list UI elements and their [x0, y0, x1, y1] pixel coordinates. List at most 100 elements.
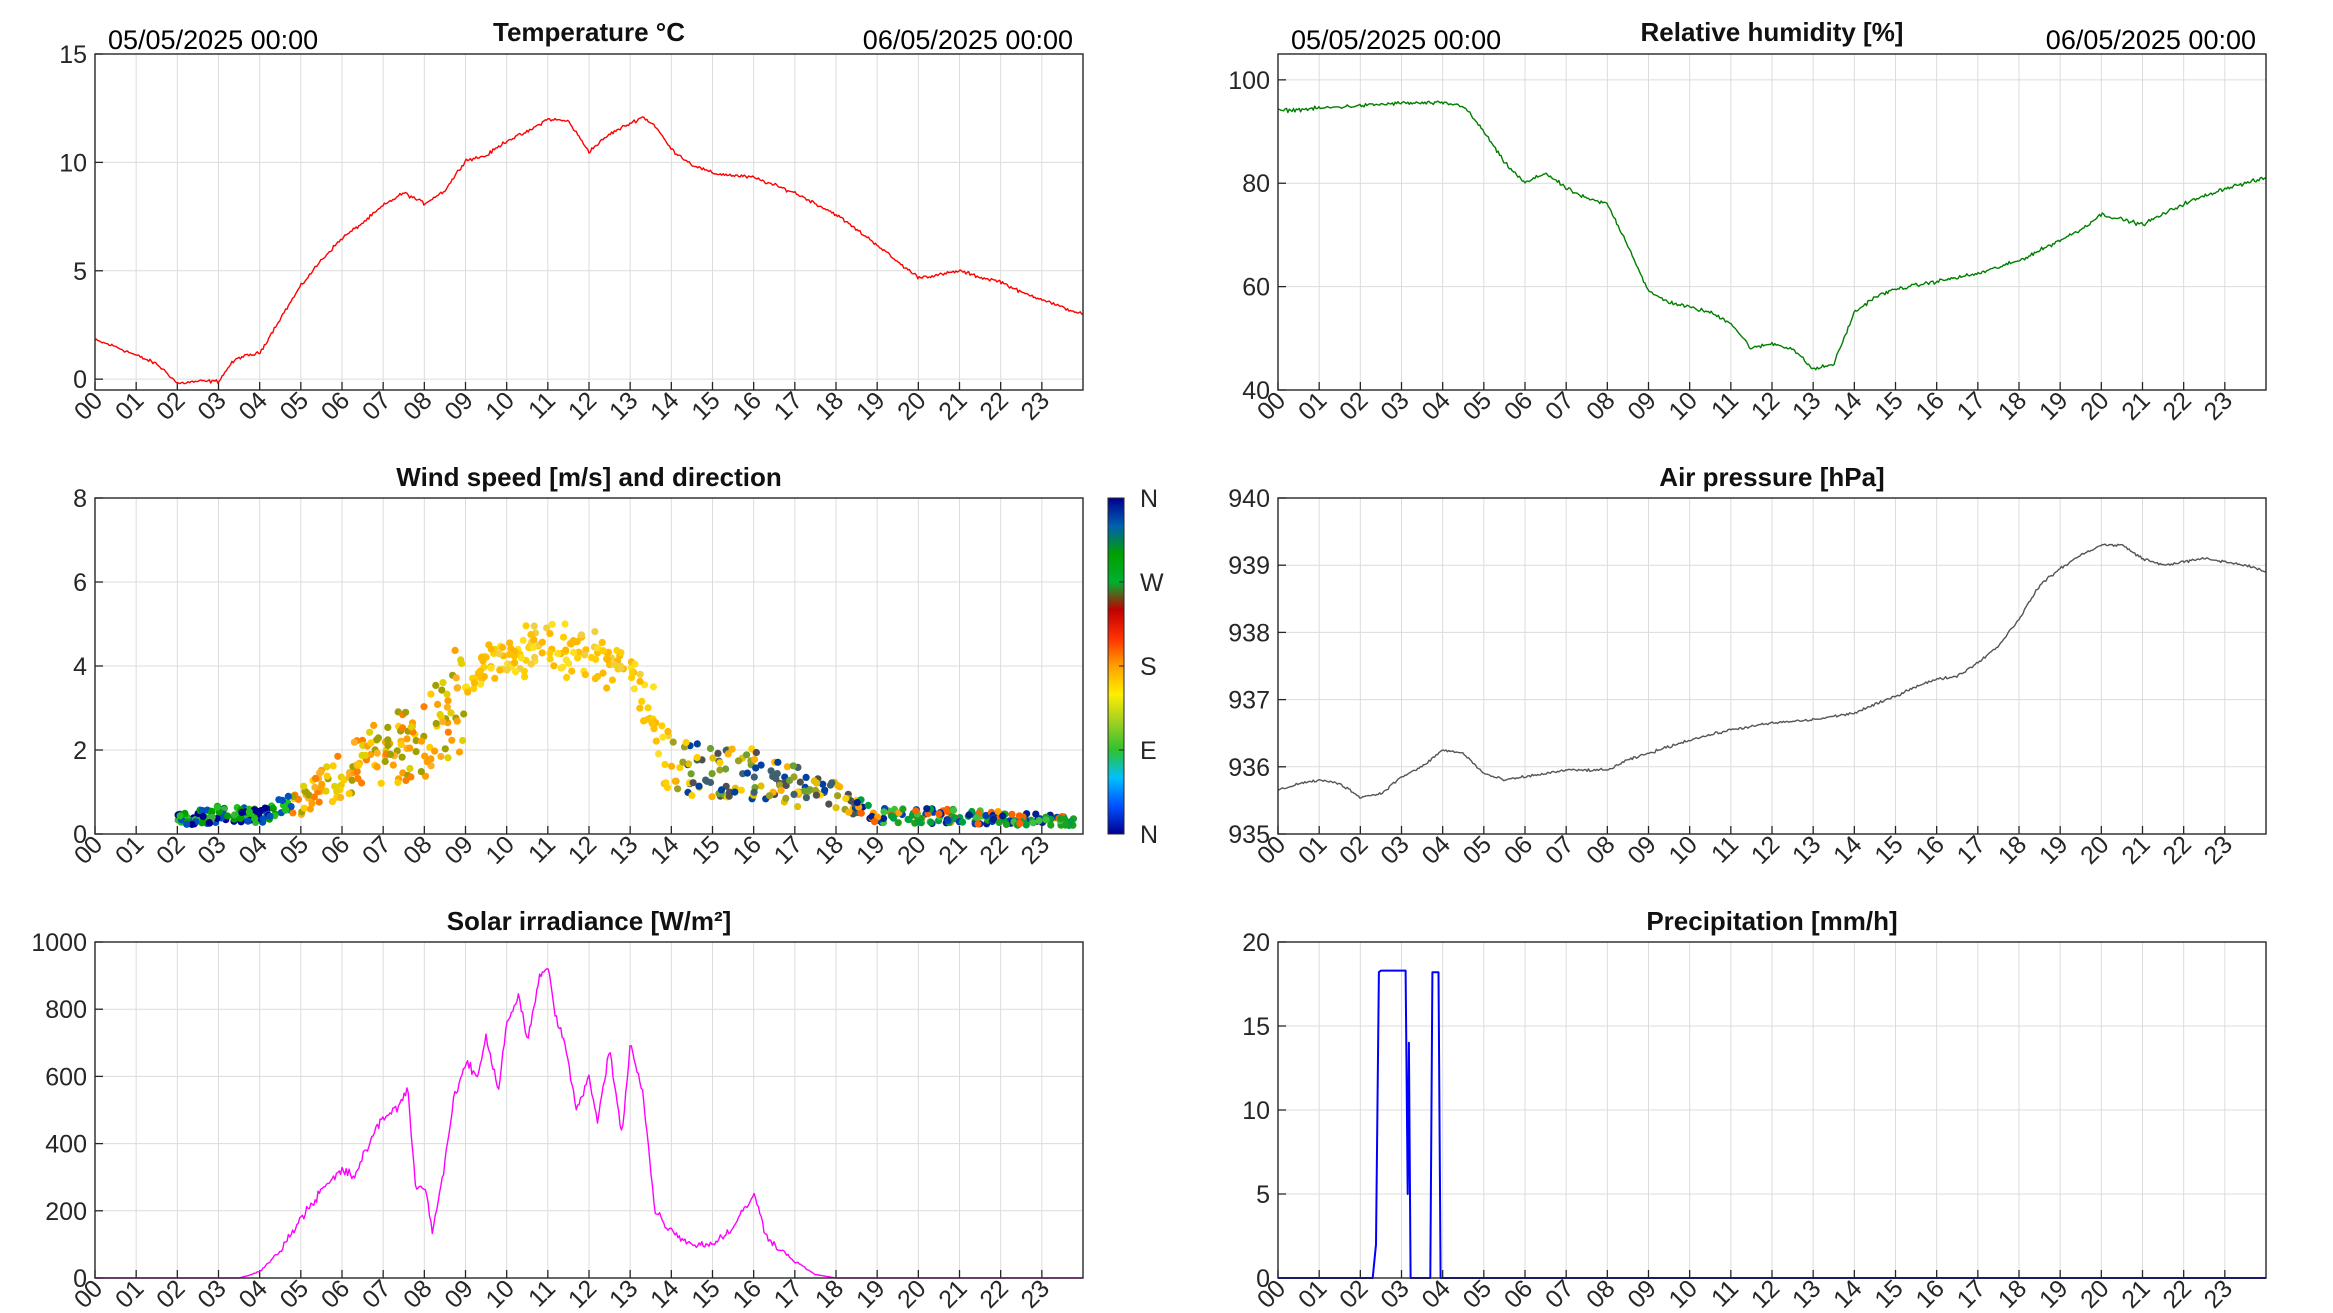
- wind-point: [652, 737, 660, 745]
- wind-point: [994, 808, 1002, 816]
- precip-axes-box: [1277, 941, 2267, 1279]
- wind-point: [477, 654, 486, 662]
- solar-xtick-label: 22: [974, 1274, 1013, 1313]
- wind-xtick-label: 16: [727, 830, 766, 869]
- wind-point: [603, 684, 611, 692]
- pressure-xtick-label: 10: [1663, 830, 1702, 869]
- precip-xtick-label: 23: [2199, 1274, 2238, 1313]
- wind-point: [708, 793, 716, 801]
- wind-point: [722, 765, 730, 773]
- wind-point: [444, 697, 452, 705]
- wind-ytick-label: 2: [73, 737, 87, 765]
- wind-point: [806, 786, 814, 794]
- wind-point: [870, 818, 879, 826]
- solar-xtick-label: 01: [110, 1274, 149, 1313]
- wind-point: [668, 762, 676, 770]
- wind-point: [725, 792, 733, 800]
- wind-point: [899, 805, 907, 813]
- precip-xtick-label: 01: [1293, 1274, 1332, 1313]
- wind-point: [451, 646, 459, 655]
- wind-point: [864, 801, 872, 810]
- pressure-xtick-label: 16: [1910, 830, 1949, 869]
- wind-point: [282, 806, 290, 814]
- wind-point: [421, 772, 430, 780]
- wind-point: [708, 770, 716, 778]
- pressure-xtick-label: 05: [1458, 830, 1497, 869]
- wind-point: [447, 709, 455, 717]
- wind-point: [592, 655, 600, 663]
- wind-point: [464, 688, 472, 696]
- wind-point: [1047, 821, 1055, 829]
- solar-ytick-label: 0: [73, 1265, 87, 1293]
- wind-point: [444, 754, 452, 762]
- wind-point: [752, 748, 761, 757]
- wind-point: [561, 620, 569, 628]
- wind-xtick-label: 03: [192, 830, 231, 869]
- wind-point: [315, 798, 323, 806]
- wind-point: [245, 808, 253, 816]
- solar-ytick-label: 800: [45, 996, 87, 1024]
- wind-point: [636, 677, 644, 686]
- humidity-xtick-label: 02: [1334, 386, 1373, 425]
- wind-point: [455, 748, 464, 756]
- wind-point: [476, 667, 484, 675]
- wind-point: [407, 723, 415, 731]
- wind-point: [323, 763, 331, 771]
- solar-xtick-label: 13: [604, 1274, 643, 1313]
- wind-point: [457, 656, 465, 664]
- wind-point: [495, 650, 503, 658]
- wind-point: [487, 645, 495, 653]
- wind-point: [671, 777, 679, 785]
- wind-point: [236, 814, 245, 823]
- wind-point: [439, 718, 447, 726]
- humidity-ytick-label: 40: [1242, 377, 1270, 405]
- temperature-xtick-label: 11: [523, 386, 561, 424]
- wind-point: [591, 628, 599, 636]
- precip-xtick-label: 10: [1663, 1274, 1702, 1313]
- wind-point: [802, 794, 811, 802]
- wind-point: [972, 813, 981, 822]
- wind-point: [480, 673, 488, 681]
- wind-xtick-label: 06: [316, 830, 355, 869]
- wind-point: [317, 784, 325, 792]
- wind-point: [648, 720, 656, 728]
- temperature-date-start: 05/05/2025 00:00: [108, 25, 318, 55]
- wind-point: [703, 777, 711, 785]
- wind-point: [438, 686, 446, 694]
- precip-ytick-label: 0: [1256, 1265, 1270, 1293]
- temperature-xtick-label: 08: [398, 386, 437, 425]
- pressure-axes-box: [1277, 497, 2267, 835]
- wind-point: [531, 653, 539, 662]
- temperature-xtick-label: 14: [645, 386, 685, 426]
- wind-point: [821, 786, 829, 794]
- wind-xtick-label: 12: [563, 830, 602, 869]
- wind-point: [1029, 819, 1037, 827]
- wind-point: [452, 674, 460, 682]
- wind-point: [819, 780, 827, 788]
- wind-point: [373, 749, 381, 757]
- solar-xtick-label: 15: [686, 1274, 725, 1313]
- solar-ytick-label: 200: [45, 1198, 87, 1226]
- wind-point: [323, 772, 331, 780]
- wind-point: [412, 748, 420, 756]
- wind-point: [470, 679, 479, 687]
- humidity-ytick-label: 60: [1242, 274, 1270, 302]
- wind-point: [353, 768, 361, 776]
- solar-xtick-label: 04: [233, 1274, 273, 1313]
- wind-point: [594, 672, 602, 681]
- humidity-xtick-label: 10: [1663, 386, 1702, 425]
- wind-xtick-label: 20: [892, 830, 931, 869]
- wind-point: [669, 738, 677, 746]
- wind-point: [306, 805, 314, 813]
- wind-point: [224, 812, 232, 820]
- temperature-xtick-label: 19: [851, 386, 890, 425]
- temperature-xtick-label: 17: [769, 386, 808, 425]
- wind-point: [693, 753, 701, 762]
- precip-xtick-label: 20: [2075, 1274, 2114, 1313]
- wind-point: [613, 646, 621, 655]
- humidity-series-line: [1277, 100, 2267, 371]
